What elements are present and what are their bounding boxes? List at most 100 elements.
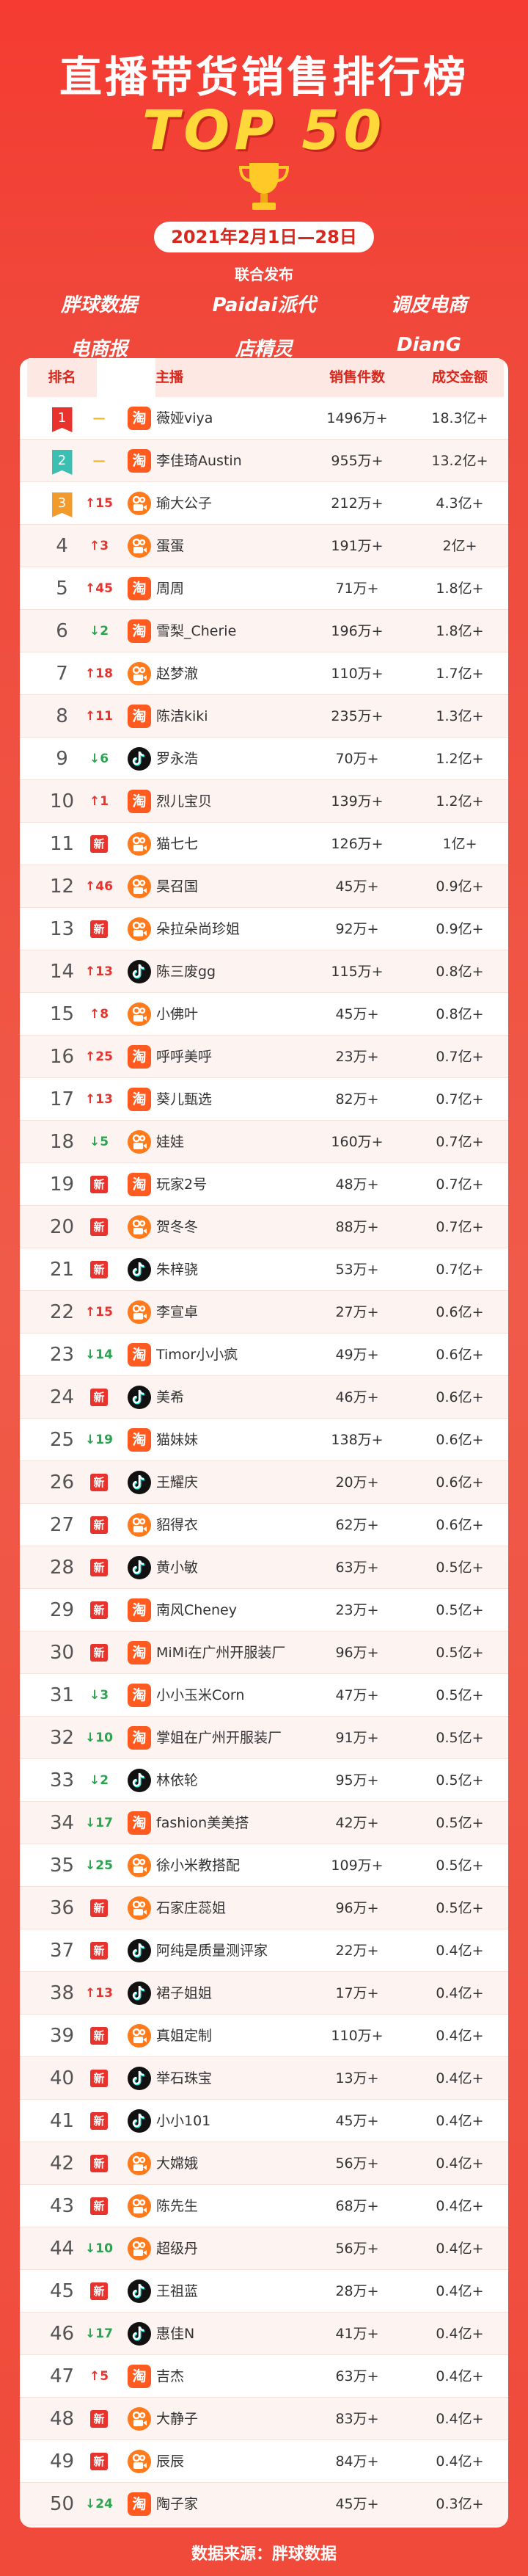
rank-number: 25 — [49, 1429, 75, 1451]
sales-count: 95万+ — [335, 1772, 379, 1789]
change-text: ↑18 — [85, 666, 113, 681]
sales-count: 83万+ — [335, 2411, 379, 2427]
gmv: 0.5亿+ — [436, 1560, 484, 1576]
sales-count: 212万+ — [331, 495, 384, 512]
new-badge: 新 — [90, 2027, 108, 2045]
rank-number: 5 — [56, 578, 68, 600]
kuaishou-glyph — [132, 1134, 147, 1149]
table-row: 9 ↓6 罗永浩 70万+ 1.2亿+ — [20, 738, 508, 780]
new-badge: 新 — [90, 1389, 108, 1406]
gmv: 0.6亿+ — [436, 1304, 484, 1320]
gmv: 0.6亿+ — [436, 1347, 484, 1363]
rank: 4 — [27, 525, 97, 567]
change-text: ↓5 — [89, 1135, 109, 1149]
table-row: 35 ↓25 徐小米教搭配 109万+ 0.5亿+ — [20, 1844, 508, 1887]
change: ↓2 — [77, 610, 121, 652]
sales-count: 88万+ — [335, 1219, 379, 1235]
sales-count: 91万+ — [335, 1730, 379, 1746]
platform-icon — [128, 492, 151, 515]
anchor-name: MiMi在广州开服装厂 — [156, 1645, 286, 1661]
sales-count: 45万+ — [335, 2113, 379, 2129]
anchor-name: 周周 — [156, 581, 185, 597]
rank-number: 24 — [49, 1386, 75, 1408]
kuaishou-glyph — [132, 1304, 147, 1320]
gmv: 0.4亿+ — [436, 1943, 484, 1959]
change: 新 — [77, 1206, 121, 1248]
table-row: 17 ↑13 淘葵儿甄选 82万+ 0.7亿+ — [20, 1078, 508, 1121]
change: 新 — [77, 823, 121, 865]
anchor-name: 瑜大公子 — [156, 495, 213, 512]
platform-icon — [128, 2322, 151, 2346]
sales-count: 96万+ — [335, 1645, 379, 1661]
table-row: 28 新 黄小敏 63万+ 0.5亿+ — [20, 1546, 508, 1589]
rank-number: 48 — [49, 2408, 75, 2430]
anchor-name: 玩家2号 — [156, 1176, 208, 1193]
change-text: ↑8 — [89, 1007, 109, 1022]
sales-count: 20万+ — [335, 1474, 379, 1491]
change: ↓14 — [77, 1334, 121, 1376]
sales-count: 27万+ — [335, 1304, 379, 1320]
anchor-name: 薇娅viya — [156, 410, 213, 426]
sales-count: 139万+ — [331, 793, 384, 809]
change: 新 — [77, 908, 121, 950]
rank-badge: 1 — [51, 407, 73, 432]
rank-number: 26 — [49, 1471, 75, 1493]
change: — — [77, 397, 121, 440]
rank-number: 9 — [56, 748, 68, 770]
change: ↓10 — [77, 2227, 121, 2270]
rank: 38 — [27, 1972, 97, 2015]
kuaishou-glyph — [132, 2453, 147, 2469]
gmv: 0.9亿+ — [436, 921, 484, 937]
platform-icon — [128, 2237, 151, 2260]
gmv: 0.6亿+ — [436, 1474, 484, 1491]
table-row: 36 新 石家庄蕊姐 96万+ 0.5亿+ — [20, 1887, 508, 1929]
new-badge: 新 — [90, 1899, 108, 1917]
anchor-name: 王耀庆 — [156, 1474, 199, 1491]
douyin-glyph — [132, 2113, 145, 2128]
anchor-name: 烈儿宝贝 — [156, 793, 213, 809]
new-badge: 新 — [90, 2282, 108, 2300]
change-text: ↑5 — [89, 2369, 109, 2384]
table-row: 37 新 阿纯是质量测评家 22万+ 0.4亿+ — [20, 1929, 508, 1972]
rank: 18 — [27, 1121, 97, 1163]
rank-number: 36 — [49, 1897, 75, 1919]
kuaishou-glyph — [132, 1517, 147, 1532]
table-row: 13 新 朵拉朵尚珍姐 92万+ 0.9亿+ — [20, 908, 508, 950]
douyin-glyph — [132, 1474, 145, 1490]
rank-number: 46 — [49, 2323, 75, 2345]
table-row: 49 新 辰辰 84万+ 0.4亿+ — [20, 2440, 508, 2483]
anchor-name: 裙子姐姐 — [156, 1985, 213, 2001]
anchor-name: 猫妹妹 — [156, 1432, 199, 1448]
new-badge: 新 — [90, 2197, 108, 2215]
gmv: 13.2亿+ — [431, 453, 488, 469]
platform-text: 淘 — [132, 1815, 147, 1831]
rank: 9 — [27, 738, 97, 780]
subtitle: TOP 50 — [142, 99, 386, 162]
change: ↑11 — [77, 695, 121, 738]
new-badge: 新 — [90, 2112, 108, 2130]
rank-number: 11 — [49, 833, 75, 855]
change-text: — — [92, 454, 106, 468]
change: ↓2 — [77, 1759, 121, 1802]
gmv: 0.7亿+ — [436, 1219, 484, 1235]
rank: 33 — [27, 1759, 97, 1802]
change-text: ↓17 — [85, 1816, 113, 1830]
sales-count: 63万+ — [335, 1560, 379, 1576]
rank: 2 — [27, 440, 97, 482]
title: 直播带货销售排行榜 — [59, 52, 469, 102]
anchor-name: 雪梨_Cherie — [156, 623, 237, 639]
platform-icon: 淘 — [128, 407, 151, 430]
change: ↓10 — [77, 1717, 121, 1759]
table-row: 34 ↓17 淘 fashion美美搭 42万+ 0.5亿+ — [20, 1802, 508, 1844]
change: ↑1 — [77, 780, 121, 823]
table-row: 8 ↑11 淘陈洁kiki 235万+ 1.3亿+ — [20, 695, 508, 738]
sales-count: 48万+ — [335, 1176, 379, 1193]
platform-icon — [128, 747, 151, 771]
anchor-name: 石家庄蕊姐 — [156, 1900, 227, 1916]
column-header: 排名 — [27, 358, 97, 397]
rank: 30 — [27, 1631, 97, 1674]
platform-text: 淘 — [132, 708, 147, 724]
rank: 23 — [27, 1334, 97, 1376]
kuaishou-glyph — [132, 2155, 147, 2171]
rank: 43 — [27, 2185, 97, 2227]
